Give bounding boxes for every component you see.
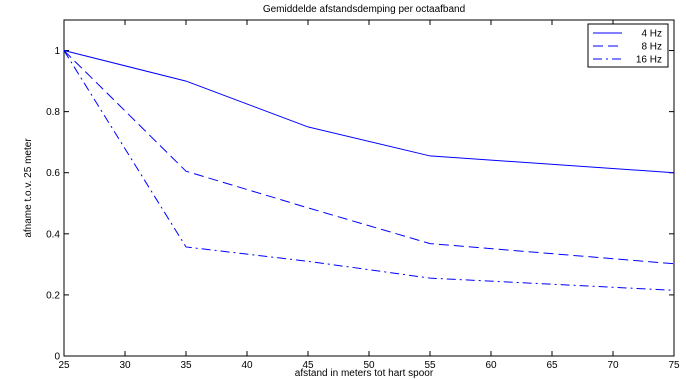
y-tick-label: 0.6 (46, 168, 60, 179)
x-tick-label: 75 (668, 360, 680, 371)
y-tick-label: 0.4 (46, 229, 60, 240)
y-tick-label: 0.2 (46, 290, 60, 301)
x-tick-label: 30 (119, 360, 131, 371)
y-tick-label: 1 (54, 46, 60, 57)
x-tick-label: 60 (485, 360, 497, 371)
x-tick-label: 45 (302, 360, 314, 371)
x-tick-label: 35 (180, 360, 192, 371)
y-tick-label: 0 (54, 352, 60, 363)
legend: 4 Hz 8 Hz 16 Hz (587, 23, 669, 68)
x-tick-label: 25 (58, 360, 70, 371)
legend-label: 8 Hz (641, 42, 662, 53)
series-line-4-hz (63, 50, 675, 174)
chart-title: Gemiddelde afstandsdemping per octaafban… (263, 4, 465, 15)
x-tick-label: 50 (363, 360, 375, 371)
y-tick-label: 0.8 (46, 107, 60, 118)
x-axis-title: afstand in meters tot hart spoor (295, 368, 434, 379)
y-axis-title: afname t.o.v. 25 meter (23, 138, 34, 238)
series-layer (63, 50, 675, 291)
plot-area-frame (63, 19, 675, 357)
legend-label: 16 Hz (636, 55, 662, 66)
x-tick-label: 40 (241, 360, 253, 371)
x-tick-label: 55 (424, 360, 436, 371)
x-tick-label: 65 (546, 360, 558, 371)
y-axis: 0 0.2 0.4 0.6 0.8 1 (46, 46, 674, 363)
series-line-8-hz (63, 50, 675, 265)
legend-label: 4 Hz (641, 29, 662, 40)
series-line-16-hz (63, 50, 675, 291)
x-tick-label: 70 (607, 360, 619, 371)
